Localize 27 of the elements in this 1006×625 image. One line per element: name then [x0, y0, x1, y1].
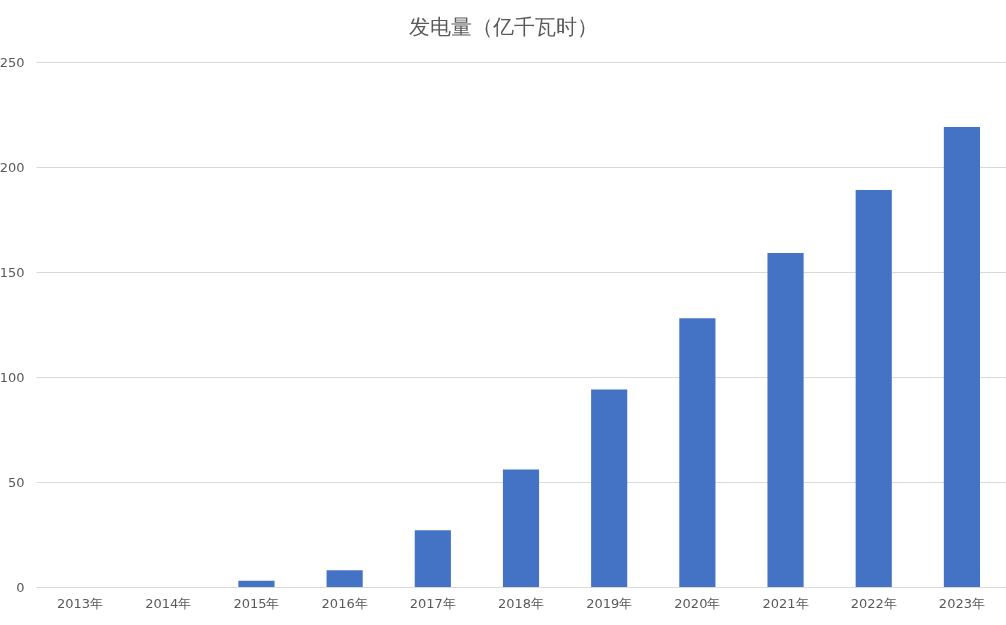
y-tick-label: 100	[0, 369, 25, 385]
bar	[414, 530, 451, 587]
chart-title: 发电量（亿千瓦时）	[408, 15, 598, 39]
y-tick-label: 150	[0, 264, 25, 280]
bar	[238, 580, 275, 587]
x-tick-label: 2023年	[938, 595, 985, 611]
y-tick-label: 200	[0, 159, 25, 175]
x-tick-label: 2014年	[145, 595, 192, 611]
x-tick-label: 2021年	[762, 595, 809, 611]
bar	[591, 389, 628, 587]
bar	[326, 570, 363, 587]
x-tick-label: 2017年	[409, 595, 456, 611]
y-tick-label: 0	[16, 579, 25, 595]
x-tick-label: 2019年	[586, 595, 633, 611]
bar	[767, 253, 804, 587]
x-tick-label: 2020年	[674, 595, 721, 611]
bar	[502, 469, 540, 587]
x-tick-label: 2016年	[321, 595, 368, 611]
y-tick-label: 250	[0, 54, 25, 70]
x-tick-label: 2013年	[57, 595, 104, 611]
x-tick-label: 2018年	[497, 595, 545, 611]
bar	[679, 318, 716, 587]
x-tick-label: 2022年	[850, 595, 897, 611]
bar	[943, 127, 980, 587]
y-tick-label: 50	[7, 474, 25, 490]
x-tick-label: 2015年	[233, 595, 280, 611]
bar	[855, 190, 892, 587]
